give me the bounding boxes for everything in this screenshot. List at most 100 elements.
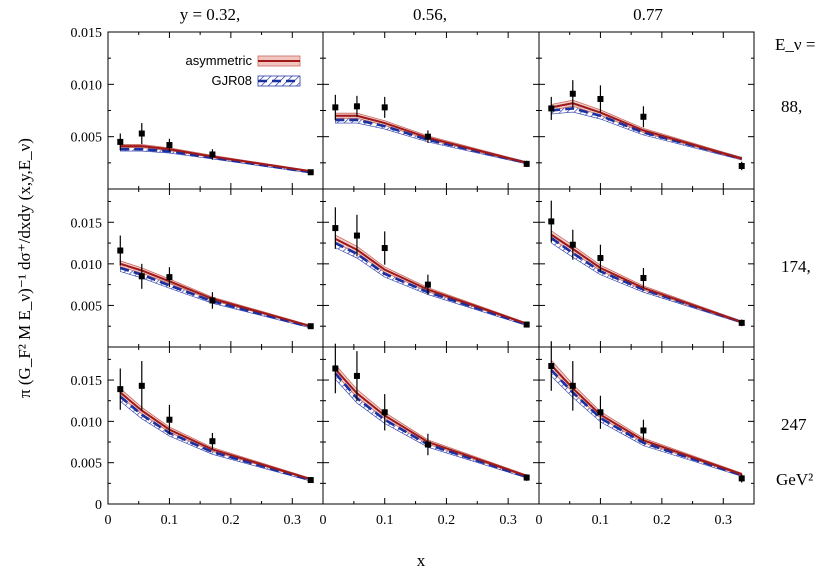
panel-frame [322,31,540,190]
asymmetric-band [550,359,743,476]
asymmetric-line [119,391,312,481]
data-point [548,218,555,225]
asymmetric-line [550,364,743,476]
energy-header: E_ν = [775,35,815,54]
data-point [353,103,360,110]
panel-r0-c2 [538,31,755,190]
data-point [640,113,647,120]
legend-label: GJR08 [212,73,252,88]
y-axis-title: π (G_F² M E_ν)⁻¹ dσ⁺/dxdy (x,y,E_ν) [15,138,34,398]
data-point [381,104,388,111]
asymmetric-band [550,230,743,324]
energy-label: 88, [781,97,802,116]
data-point [166,274,173,281]
gjr08-band [550,363,743,477]
data-point [738,319,745,326]
data-point [209,438,216,445]
x-tick-label: 0.2 [222,513,240,528]
panel-r2-c2 [538,341,755,505]
data-point [381,245,388,252]
data-point [569,241,576,248]
data-point [548,105,555,112]
asymmetric-line [334,238,527,325]
x-tick-label: 0.3 [284,513,302,528]
data-point [117,247,124,254]
data-point [117,386,124,393]
data-point [424,281,431,288]
panel-frame [107,346,324,505]
gjr08-line [334,372,528,478]
x-tick-label: 0 [320,513,327,528]
legend: asymmetric GJR08 [186,53,301,88]
panel-frame [538,346,755,505]
panel-r0-c0 [107,31,324,190]
panel-frame [538,188,755,348]
panel-r2-c1 [322,343,540,505]
panel-r0-c1 [322,31,540,190]
column-title: 0.77 [633,5,663,24]
gjr08-line [119,395,312,482]
data-point [166,142,173,149]
column-title: y = 0.32, [180,5,241,24]
data-point [307,477,314,484]
data-point [597,95,604,102]
data-point [353,372,360,379]
data-point [640,274,647,281]
data-point [523,321,530,328]
y-tick-label: 0.015 [71,26,103,41]
data-point [548,363,555,370]
gjr08-line [551,107,743,160]
data-point [738,162,745,169]
x-tick-label: 0.3 [715,513,733,528]
data-point [353,232,360,239]
x-tick-label: 0.3 [499,513,517,528]
panel-grid [107,31,755,505]
asymmetric-band [119,260,312,328]
energy-label: 174, [781,257,811,276]
data-point [738,475,745,482]
gjr08-band [119,391,312,482]
data-point [424,441,431,448]
data-point [569,382,576,389]
y-tick-label: 0.015 [71,216,103,231]
data-point [307,169,314,176]
gjr08-line [335,118,527,165]
data-point [332,225,339,232]
asymmetric-line [335,114,527,164]
panel-r2-c0 [107,346,324,505]
x-tick-label: 0 [105,513,112,528]
x-tick-label: 0 [536,513,543,528]
data-point [597,409,604,416]
data-point [209,151,216,158]
data-point [569,90,576,97]
data-point [523,160,530,167]
gjr08-band [550,232,743,324]
gjr08-band [119,147,312,174]
y-tick-label: 0.010 [71,258,103,273]
figure-labels: 0.005 0.010 0.015 0.005 0.010 0.015 0.005 0.010… [15,5,815,570]
asymmetric-band [119,387,312,481]
data-point [640,427,647,434]
y-tick-label: 0.005 [71,131,103,146]
data-point [166,416,173,423]
asymmetric-band [334,363,528,478]
panel-frame [322,346,540,505]
x-tick-label: 0.2 [438,513,456,528]
data-point [381,409,388,416]
x-axis-title: x [417,551,426,570]
x-tick-label: 0.2 [653,513,671,528]
asymmetric-line [334,368,527,477]
data-point [332,365,339,372]
data-point [332,104,339,111]
y-tick-label: 0.005 [71,457,103,472]
y-tick-label: 0.010 [71,78,103,93]
data-point [138,382,145,389]
data-point [424,133,431,140]
column-title: 0.56, [413,5,447,24]
gjr08-band [335,366,527,479]
panel-r1-c2 [538,188,755,348]
panel-frame [322,188,540,348]
x-tick-label: 0.1 [592,513,610,528]
panel-r1-c1 [322,188,540,348]
